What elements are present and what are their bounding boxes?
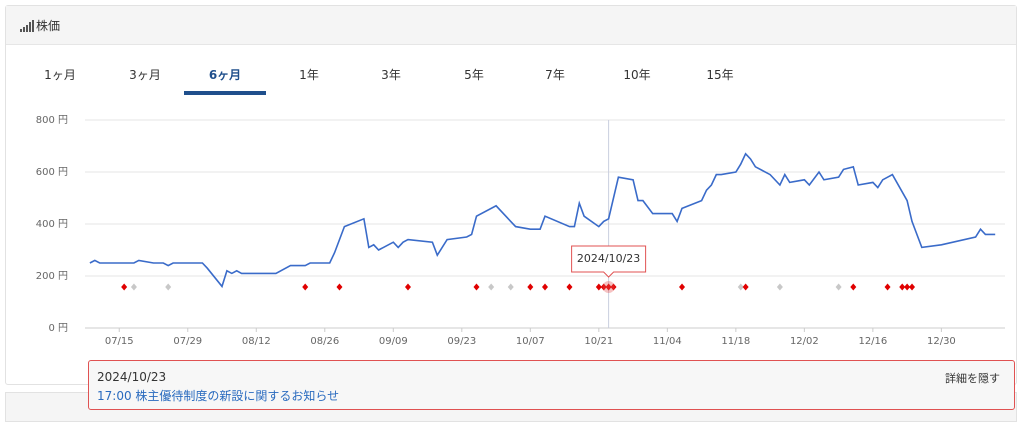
period-tab[interactable]: 1ヶ月	[44, 68, 76, 82]
news-link[interactable]: 17:00 株主優待制度の新設に関するお知らせ	[97, 387, 339, 404]
event-marker	[610, 283, 617, 291]
period-tab[interactable]: 3ヶ月	[129, 68, 161, 82]
x-tick-label: 09/23	[447, 336, 476, 347]
event-marker	[605, 283, 612, 291]
period-tab[interactable]: 6ヶ月	[208, 68, 242, 82]
y-tick-label: 800 円	[36, 115, 68, 126]
x-tick-label: 07/15	[105, 336, 134, 347]
tooltip: 2024/10/23	[571, 245, 647, 278]
event-marker	[742, 283, 749, 291]
panel-header: 株価	[6, 6, 1016, 45]
event-marker	[527, 283, 534, 291]
event-marker	[566, 283, 573, 291]
x-tick-label: 12/16	[858, 336, 887, 347]
x-tick-label: 11/04	[653, 336, 682, 347]
event-marker	[404, 283, 411, 291]
cursor-highlight	[602, 281, 615, 293]
period-tabs: 1ヶ月 3ヶ月 6ヶ月 1年 3年 5年 7年 10年 15年	[0, 60, 1024, 96]
tooltip-label: 2024/10/23	[577, 252, 640, 265]
event-marker	[835, 283, 842, 291]
event-marker	[600, 283, 607, 291]
event-marker	[336, 283, 343, 291]
event-marker	[121, 283, 128, 291]
news-box: 2024/10/23 17:00 株主優待制度の新設に関するお知らせ 詳細を隠す	[88, 360, 1015, 410]
event-marker	[595, 283, 602, 291]
period-tab[interactable]: 15年	[706, 68, 734, 82]
event-marker	[904, 283, 911, 291]
period-tab[interactable]: 5年	[464, 68, 484, 82]
event-marker	[850, 283, 857, 291]
y-tick-label: 400 円	[36, 219, 68, 230]
news-date: 2024/10/23	[97, 370, 167, 384]
price-line	[89, 152, 996, 289]
x-tick-label: 08/12	[242, 336, 271, 347]
event-marker	[776, 283, 783, 291]
event-marker	[899, 283, 906, 291]
event-marker	[165, 283, 172, 291]
news-time[interactable]: 17:00	[97, 389, 132, 403]
event-marker	[909, 283, 916, 291]
event-marker	[302, 283, 309, 291]
event-marker	[884, 283, 891, 291]
y-tick-label: 200 円	[36, 271, 68, 282]
event-marker	[507, 283, 514, 291]
x-tick-label: 10/21	[584, 336, 613, 347]
period-tab[interactable]: 1年	[299, 68, 319, 82]
x-tick-label: 11/18	[721, 336, 750, 347]
period-tab[interactable]: 10年	[623, 68, 651, 82]
event-marker	[737, 283, 744, 291]
period-tab[interactable]: 3年	[381, 68, 401, 82]
panel-title: 株価	[36, 19, 61, 33]
active-tab-underline	[184, 91, 266, 95]
x-tick-label: 07/29	[173, 336, 202, 347]
news-title[interactable]: 株主優待制度の新設に関するお知らせ	[135, 389, 340, 403]
x-tick-label: 12/30	[927, 336, 956, 347]
period-tab[interactable]: 7年	[545, 68, 565, 82]
event-marker	[488, 283, 495, 291]
event-marker	[679, 283, 686, 291]
event-marker	[473, 283, 480, 291]
bar-icon	[20, 20, 34, 32]
x-tick-label: 09/09	[379, 336, 408, 347]
tooltip-box	[571, 245, 647, 278]
x-tick-label: 12/02	[790, 336, 819, 347]
event-marker	[130, 283, 137, 291]
toggle-details[interactable]: 詳細を隠す	[945, 372, 1000, 385]
stock-panel: 株価	[5, 5, 1017, 385]
x-tick-label: 10/07	[516, 336, 545, 347]
x-tick-label: 08/26	[310, 336, 339, 347]
y-tick-label: 600 円	[36, 167, 68, 178]
event-marker	[542, 283, 548, 291]
y-tick-label: 0 円	[48, 323, 68, 334]
chart: 0 円 200 円 400 円 600 円 800 円 07/15 07/29 08/12 08…	[36, 115, 1005, 347]
